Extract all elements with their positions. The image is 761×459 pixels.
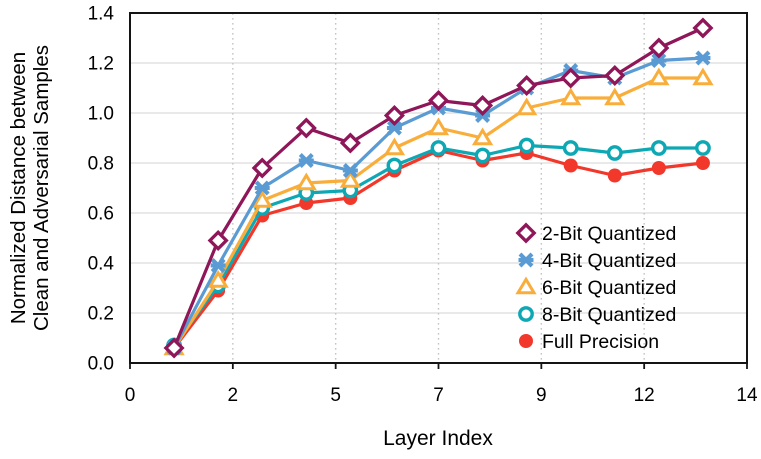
marker-circle-filled-point [695, 156, 710, 170]
marker-x-cross-point [342, 163, 358, 178]
marker-diamond-open-point [427, 89, 450, 112]
x-tick-label: 0 [125, 385, 136, 406]
marker-x-cross-point [695, 50, 711, 66]
marker-circle-filled-point [651, 161, 666, 175]
marker-circle-filled-point [563, 158, 578, 173]
marker-diamond-open-point [295, 117, 317, 139]
marker-diamond-open-point [560, 67, 582, 89]
legend-label: Full Precision [542, 331, 659, 353]
marker-triangle-open-point [207, 269, 229, 288]
marker-triangle-open-point [516, 97, 538, 116]
marker-x-cross-legend [518, 252, 534, 268]
y-tick-label: 0.4 [88, 254, 115, 275]
legend-label: 8-Bit Quantized [542, 304, 676, 326]
x-axis-title: Layer Index [383, 427, 493, 450]
y-axis-title-line-2: Clean and Adversarial Samples [30, 45, 53, 331]
tick-labels: 0 2 5 7 9 12 14 0.0 0.2 0.4 0.6 0.8 1.0 1.2 1.4 [88, 4, 758, 407]
y-tick-label: 1.4 [88, 4, 115, 25]
y-tick-label: 0.6 [88, 204, 114, 225]
marker-diamond-open-point [207, 229, 229, 252]
x-tick-label: 12 [634, 385, 655, 406]
marker-circle-open-point [518, 137, 535, 154]
y-tick-label: 0.8 [88, 154, 114, 175]
marker-x-cross-point [386, 120, 402, 136]
marker-triangle-open-legend [515, 276, 537, 295]
marker-diamond-open-point [251, 157, 273, 179]
axes-layer [129, 12, 748, 369]
marker-circle-open-point [606, 145, 623, 161]
marker-diamond-open-point [339, 132, 361, 154]
marker-circle-open-point [430, 140, 447, 156]
legend-label: 2-Bit Quantized [542, 223, 676, 245]
marker-x-cross-point [298, 153, 314, 168]
x-tick-label: 9 [536, 385, 547, 406]
legend-label: 6-Bit Quantized [542, 277, 676, 299]
y-tick-label: 1.0 [88, 104, 114, 125]
marker-x-cross-point [210, 258, 226, 273]
marker-circle-open-point [386, 157, 403, 174]
legend-item-8-bit-quantized: 8-Bit Quantized [518, 304, 676, 326]
x-tick-label: 2 [228, 385, 239, 406]
marker-circle-open-point [562, 140, 579, 156]
marker-triangle-open-point [648, 67, 670, 86]
x-tick-label: 5 [330, 385, 341, 406]
marker-diamond-open-point [692, 17, 714, 39]
marker-diamond-open-point [472, 94, 494, 117]
marker-triangle-open-point [251, 189, 273, 208]
marker-triangle-open-point [604, 87, 626, 106]
series-2-bit-quantized [163, 17, 714, 359]
marker-triangle-open-point [427, 117, 450, 136]
marker-triangle-open-point [560, 87, 582, 106]
series-layer [163, 17, 714, 359]
marker-circle-open-point [650, 140, 667, 156]
marker-circle-open-point [695, 140, 711, 156]
legend-item-full-precision: Full Precision [519, 331, 659, 353]
y-tick-label: 0.0 [88, 354, 114, 375]
legend: 2-Bit Quantized 4-Bit Quantized 6-Bit Quan… [515, 222, 676, 353]
marker-triangle-open-point [471, 127, 494, 146]
y-tick-label: 0.2 [88, 304, 114, 325]
marker-diamond-open-point [604, 64, 626, 87]
marker-diamond-open-point [516, 74, 538, 97]
marker-circle-open-point [474, 147, 491, 164]
x-tick-label: 14 [736, 385, 758, 406]
marker-triangle-open-point [339, 169, 361, 188]
x-tick-label: 7 [433, 385, 444, 406]
y-tick-label: 1.2 [88, 54, 114, 75]
marker-diamond-open-point [163, 337, 185, 359]
marker-triangle-open-point [295, 172, 317, 191]
marker-triangle-open-point [383, 137, 406, 156]
marker-triangle-open-point [692, 67, 714, 86]
plot-border [129, 12, 748, 364]
marker-x-cross-point [651, 53, 667, 68]
marker-x-cross-point [254, 180, 270, 196]
marker-diamond-open-legend [515, 222, 537, 244]
legend-item-4-bit-quantized: 4-Bit Quantized [518, 250, 676, 272]
y-axis-title-line-1: Normalized Distance between [7, 52, 30, 324]
marker-circle-filled-point [607, 168, 622, 183]
marker-diamond-open-point [648, 37, 670, 59]
legend-item-2-bit-quantized: 2-Bit Quantized [515, 222, 676, 245]
marker-circle-filled-legend [519, 334, 533, 348]
marker-circle-open-legend [518, 306, 534, 322]
legend-item-6-bit-quantized: 6-Bit Quantized [515, 276, 676, 299]
series-6-bit-quantized [163, 67, 714, 356]
marker-diamond-open-point [383, 104, 405, 127]
legend-label: 4-Bit Quantized [542, 250, 676, 272]
